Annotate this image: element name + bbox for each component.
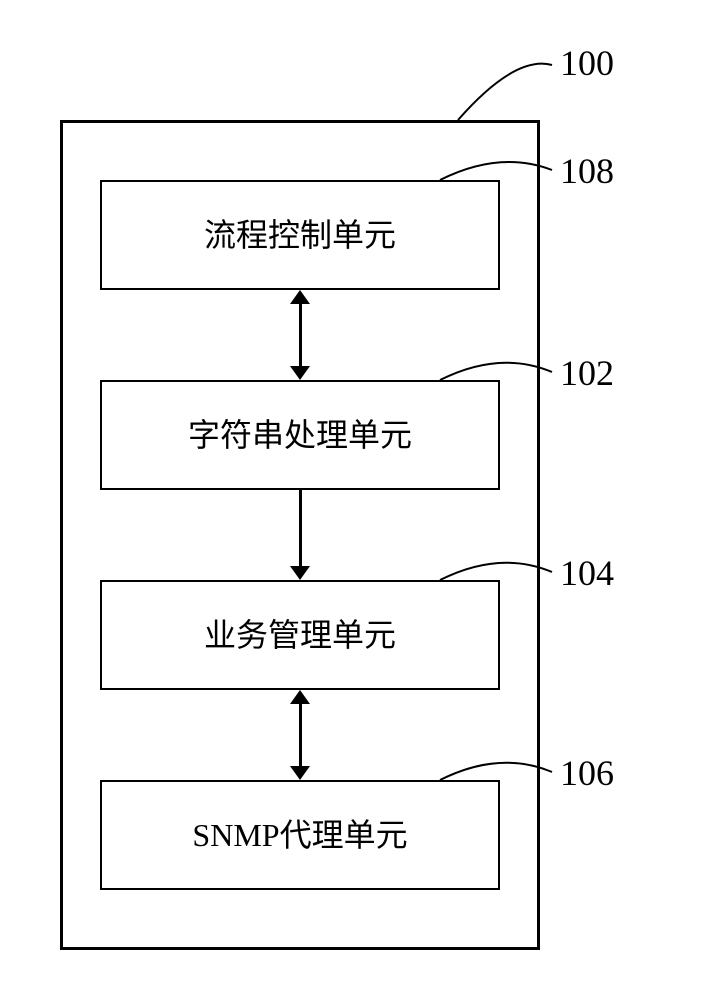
arrow-3-head-down (290, 766, 310, 780)
leader-106 (0, 0, 724, 1000)
arrow-2-head-down (290, 566, 310, 580)
arrow-3-head-up (290, 690, 310, 704)
arrow-3-shaft (299, 704, 302, 766)
arrow-1-shaft (299, 304, 302, 366)
arrow-1-head-up (290, 290, 310, 304)
arrow-1-head-down (290, 366, 310, 380)
arrow-2-shaft (299, 490, 302, 566)
diagram-canvas: 100 流程控制单元 108 字符串处理单元 102 业务管理单元 104 SN… (0, 0, 724, 1000)
